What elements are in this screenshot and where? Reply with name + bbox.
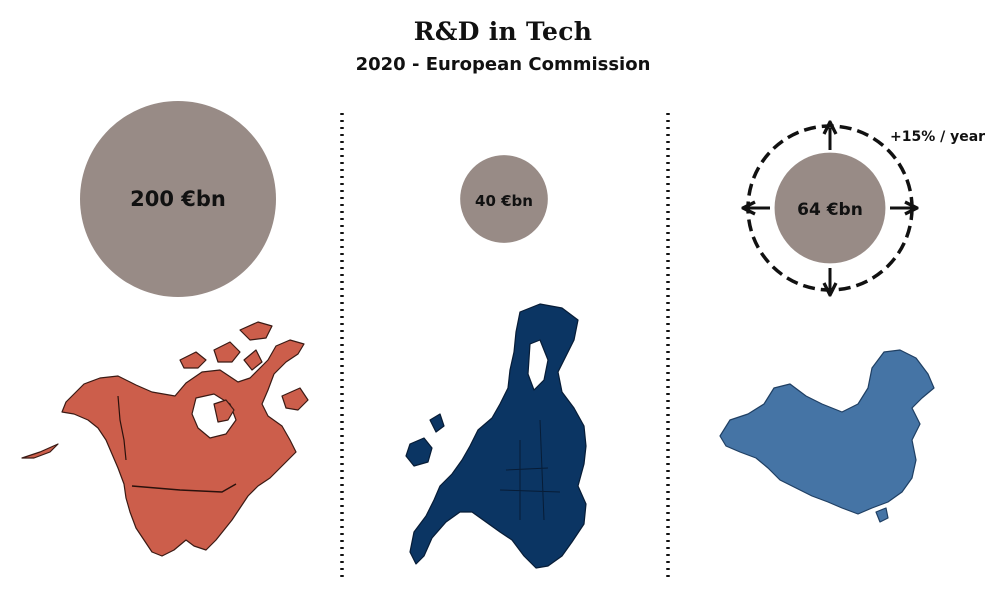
chart-title: R&D in Tech — [413, 17, 593, 46]
growth-label: +15% / year — [890, 129, 985, 145]
north-america-map-icon — [21, 321, 309, 557]
bubble-layer: 200 €bn 40 €bn 64 €bn — [80, 101, 886, 297]
bubble-north-america — [80, 101, 276, 297]
bubble-europe — [460, 155, 548, 243]
growth-indicator: +15% / year — [748, 126, 985, 290]
bubble-label-europe: 40 €bn — [475, 192, 533, 210]
bubble-label-china: 64 €bn — [797, 200, 863, 220]
chart-subtitle: 2020 - European Commission — [355, 54, 651, 75]
bubble-china — [774, 152, 886, 264]
bubble-label-north-america: 200 €bn — [130, 187, 226, 211]
europe-map-icon — [405, 303, 587, 569]
china-map-icon — [719, 349, 935, 523]
